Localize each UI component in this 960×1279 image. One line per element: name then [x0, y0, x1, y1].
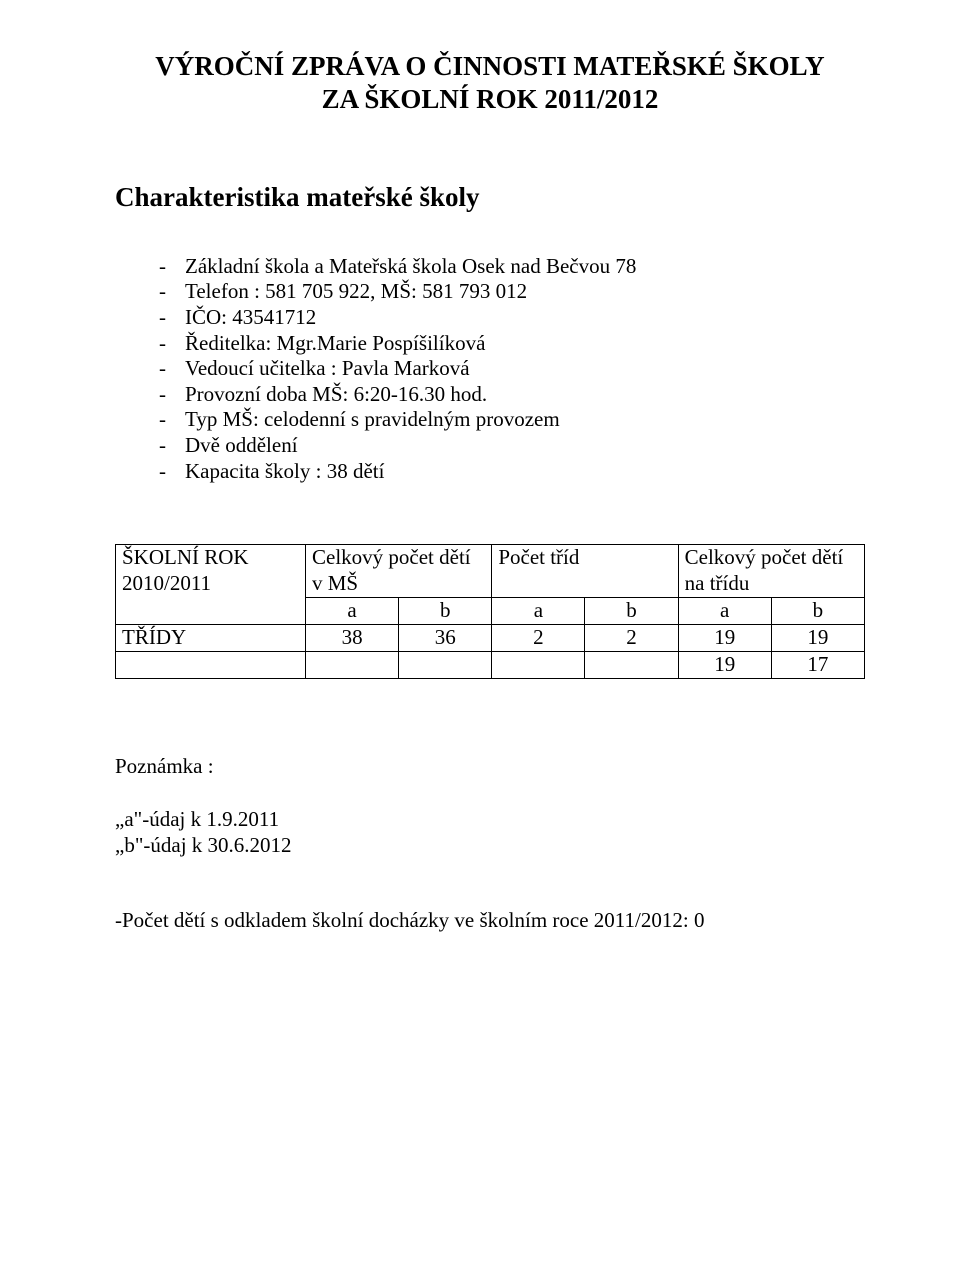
- table-subheader-cell: a: [678, 597, 771, 624]
- table-subheader-cell: a: [492, 597, 585, 624]
- characteristics-list: Základní škola a Mateřská škola Osek nad…: [115, 254, 865, 484]
- list-item: IČO: 43541712: [115, 305, 865, 331]
- table-cell: 19: [678, 624, 771, 651]
- list-item: Vedoucí učitelka : Pavla Marková: [115, 356, 865, 382]
- table-subheader-cell: b: [585, 597, 678, 624]
- note-footer: -Počet dětí s odkladem školní docházky v…: [115, 908, 865, 934]
- data-table-wrap: ŠKOLNÍ ROK 2010/2011 Celkový počet dětí …: [115, 544, 865, 678]
- table-row: 19 17: [116, 651, 865, 678]
- table-cell: [116, 651, 306, 678]
- table-subheader-cell: a: [306, 597, 399, 624]
- list-item: Kapacita školy : 38 dětí: [115, 459, 865, 485]
- list-item: Dvě oddělení: [115, 433, 865, 459]
- document-page: VÝROČNÍ ZPRÁVA O ČINNOSTI MATEŘSKÉ ŠKOLY…: [0, 0, 960, 1279]
- table-header-cell: Celkový počet dětí v MŠ: [306, 545, 492, 597]
- table-cell: [399, 651, 492, 678]
- table-cell: 38: [306, 624, 399, 651]
- section-heading: Charakteristika mateřské školy: [115, 181, 865, 214]
- note-line-b: „b"-údaj k 30.6.2012: [115, 833, 865, 859]
- table-cell: 2: [492, 624, 585, 651]
- table-header-cell: Počet tříd: [492, 545, 678, 597]
- table-cell: 19: [678, 651, 771, 678]
- table-header-cell: ŠKOLNÍ ROK 2010/2011: [116, 545, 306, 624]
- table-row: ŠKOLNÍ ROK 2010/2011 Celkový počet dětí …: [116, 545, 865, 597]
- list-item: Typ MŠ: celodenní s pravidelným provozem: [115, 407, 865, 433]
- list-item: Ředitelka: Mgr.Marie Pospíšilíková: [115, 331, 865, 357]
- notes-block: Poznámka : „a"-údaj k 1.9.2011 „b"-údaj …: [115, 754, 865, 934]
- table-cell: [492, 651, 585, 678]
- table-cell: [306, 651, 399, 678]
- title-line-1: VÝROČNÍ ZPRÁVA O ČINNOSTI MATEŘSKÉ ŠKOLY: [115, 50, 865, 83]
- notes-heading: Poznámka :: [115, 754, 865, 780]
- title-block: VÝROČNÍ ZPRÁVA O ČINNOSTI MATEŘSKÉ ŠKOLY…: [115, 50, 865, 116]
- table-header-cell: Celkový počet dětí na třídu: [678, 545, 864, 597]
- table-cell: 2: [585, 624, 678, 651]
- table-subheader-cell: b: [771, 597, 864, 624]
- table-subheader-cell: b: [399, 597, 492, 624]
- table-cell: 17: [771, 651, 864, 678]
- note-line-a: „a"-údaj k 1.9.2011: [115, 807, 865, 833]
- list-item: Základní škola a Mateřská škola Osek nad…: [115, 254, 865, 280]
- list-item: Provozní doba MŠ: 6:20-16.30 hod.: [115, 382, 865, 408]
- title-line-2: ZA ŠKOLNÍ ROK 2011/2012: [115, 83, 865, 116]
- table-row: TŘÍDY 38 36 2 2 19 19: [116, 624, 865, 651]
- list-item: Telefon : 581 705 922, MŠ: 581 793 012: [115, 279, 865, 305]
- table-cell: 36: [399, 624, 492, 651]
- data-table: ŠKOLNÍ ROK 2010/2011 Celkový počet dětí …: [115, 544, 865, 678]
- table-cell: [585, 651, 678, 678]
- table-cell: 19: [771, 624, 864, 651]
- table-cell: TŘÍDY: [116, 624, 306, 651]
